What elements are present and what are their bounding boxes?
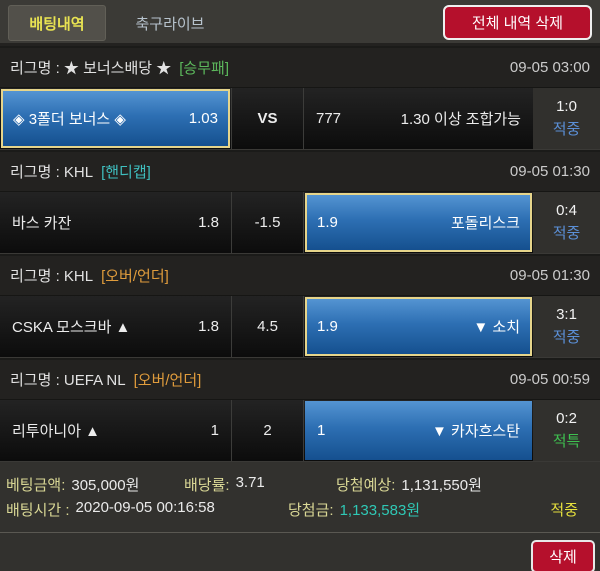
selected-pick: 1.9 ▼ 소치 [305, 297, 532, 356]
delete-all-button[interactable]: 전체 내역 삭제 [442, 5, 592, 40]
odds-rate-value: 3.71 [235, 474, 265, 491]
away-pick-cell: 1.9 ▼ 소치 [304, 296, 533, 357]
league-header: 리그명 : KHL [오버/언더] 09-05 01:30 [0, 254, 600, 296]
odds-value: 1 [210, 422, 219, 439]
expected-win-label: 당첨예상: [336, 477, 396, 494]
score-status-cell: 1:0 적중 [533, 88, 600, 149]
team-name: 1.30 이상 조합가능 [400, 111, 521, 128]
market-type: [승무패] [179, 60, 229, 77]
odds-value: 1 [317, 422, 326, 439]
pick: CSKA 모스크바 ▲ 1.8 [0, 296, 231, 357]
tab-betting-history[interactable]: 배팅내역 [8, 5, 106, 41]
score-status-cell: 0:2 적특 [533, 400, 600, 461]
bet-amount-label: 베팅금액: [6, 477, 66, 494]
overall-result-badge: 적중 [550, 502, 578, 519]
center-value: 2 [263, 422, 272, 439]
odds-value: 1.03 [188, 110, 218, 127]
league-name: 리그명 : KHL [10, 164, 94, 181]
delete-button[interactable]: 삭제 [531, 540, 595, 571]
tab-bar: 배팅내역 축구라이브 전체 내역 삭제 [0, 0, 600, 46]
league-name: 리그명 : ★ 보너스배당 ★ [10, 60, 172, 77]
score-status-cell: 0:4 적중 [533, 192, 600, 253]
match-row: CSKA 모스크바 ▲ 1.8 4.5 1.9 ▼ 소치 3:1 적중 [0, 296, 600, 358]
center-pick-cell: 2 [231, 400, 304, 461]
league-header: 리그명 : UEFA NL [오버/언더] 09-05 00:59 [0, 358, 600, 400]
center-value: -1.5 [254, 214, 281, 231]
selected-pick: ◈ 3폴더 보너스 ◈ 1.03 [1, 89, 230, 148]
team-name: 리투아니아 ▲ [12, 423, 101, 440]
league-name: 리그명 : UEFA NL [10, 372, 126, 389]
home-pick-cell: 리투아니아 ▲ 1 [0, 400, 231, 461]
score: 1:0 [556, 98, 577, 115]
score: 0:4 [556, 202, 577, 219]
home-pick-cell: CSKA 모스크바 ▲ 1.8 [0, 296, 231, 357]
odds-value: 1.9 [317, 318, 338, 335]
score-status-cell: 3:1 적중 [533, 296, 600, 357]
pick: 리투아니아 ▲ 1 [0, 400, 231, 461]
match-row: 리투아니아 ▲ 1 2 1 ▼ 카자흐스탄 0:2 적특 [0, 400, 600, 462]
away-pick-cell: 1 ▼ 카자흐스탄 [304, 400, 533, 461]
league-header: 리그명 : KHL [핸디캡] 09-05 01:30 [0, 150, 600, 192]
match-time: 09-05 03:00 [509, 59, 590, 76]
center-value: 4.5 [257, 318, 278, 335]
win-amount-label: 당첨금: [288, 502, 334, 519]
score: 3:1 [556, 306, 577, 323]
center-pick-cell: -1.5 [231, 192, 304, 253]
match-time: 09-05 01:30 [509, 163, 590, 180]
bet-time-value: 2020-09-05 00:16:58 [75, 499, 215, 516]
team-name: ◈ 3폴더 보너스 ◈ [13, 111, 126, 128]
pick: 777 1.30 이상 조합가능 [304, 88, 533, 149]
center-pick-cell: 4.5 [231, 296, 304, 357]
expected-win-value: 1,131,550원 [401, 477, 482, 494]
bet-amount-value: 305,000원 [71, 477, 140, 494]
league-name: 리그명 : KHL [10, 268, 94, 285]
bet-summary: 베팅금액: 305,000원 배당률: 3.71 당첨예상: 1,131,550… [0, 462, 600, 530]
league-header: 리그명 : ★ 보너스배당 ★ [승무패] 09-05 03:00 [0, 46, 600, 88]
bet-time-label: 배팅시간 : [6, 502, 70, 519]
status-badge: 적특 [552, 433, 581, 450]
team-name: ▼ 소치 [473, 319, 520, 336]
team-name: CSKA 모스크바 ▲ [12, 319, 131, 336]
home-pick-cell: ◈ 3폴더 보너스 ◈ 1.03 [0, 88, 231, 149]
away-pick-cell: 1.9 포돌리스크 [304, 192, 533, 253]
home-pick-cell: 바스 카잔 1.8 [0, 192, 231, 253]
status-badge: 적중 [552, 121, 581, 138]
match-time: 09-05 00:59 [509, 371, 590, 388]
odds-value: 1.8 [198, 214, 219, 231]
match-row: 바스 카잔 1.8 -1.5 1.9 포돌리스크 0:4 적중 [0, 192, 600, 254]
match-time: 09-05 01:30 [509, 267, 590, 284]
footer-bar: 삭제 [0, 532, 600, 571]
odds-value: 1.9 [317, 214, 338, 231]
odds-value: 777 [316, 110, 342, 127]
market-type: [핸디캡] [101, 164, 151, 181]
status-badge: 적중 [552, 329, 581, 346]
odds-rate-label: 배당률: [184, 477, 230, 494]
center-value: VS [257, 110, 278, 127]
center-pick-cell: VS [231, 88, 304, 149]
market-type: [오버/언더] [101, 268, 169, 285]
pick: 바스 카잔 1.8 [0, 192, 231, 253]
away-pick-cell: 777 1.30 이상 조합가능 [304, 88, 533, 149]
odds-value: 1.8 [198, 318, 219, 335]
tab-soccer-live[interactable]: 축구라이브 [135, 15, 205, 33]
team-name: ▼ 카자흐스탄 [431, 423, 520, 440]
score: 0:2 [556, 410, 577, 427]
selected-pick: 1.9 포돌리스크 [305, 193, 532, 252]
team-name: 바스 카잔 [12, 215, 72, 232]
match-row: ◈ 3폴더 보너스 ◈ 1.03 VS 777 1.30 이상 조합가능 1:0… [0, 88, 600, 150]
status-badge: 적중 [552, 225, 581, 242]
selected-pick: 1 ▼ 카자흐스탄 [305, 401, 532, 460]
win-amount-value: 1,133,583원 [339, 502, 421, 519]
market-type: [오버/언더] [133, 372, 202, 389]
team-name: 포돌리스크 [450, 215, 520, 232]
